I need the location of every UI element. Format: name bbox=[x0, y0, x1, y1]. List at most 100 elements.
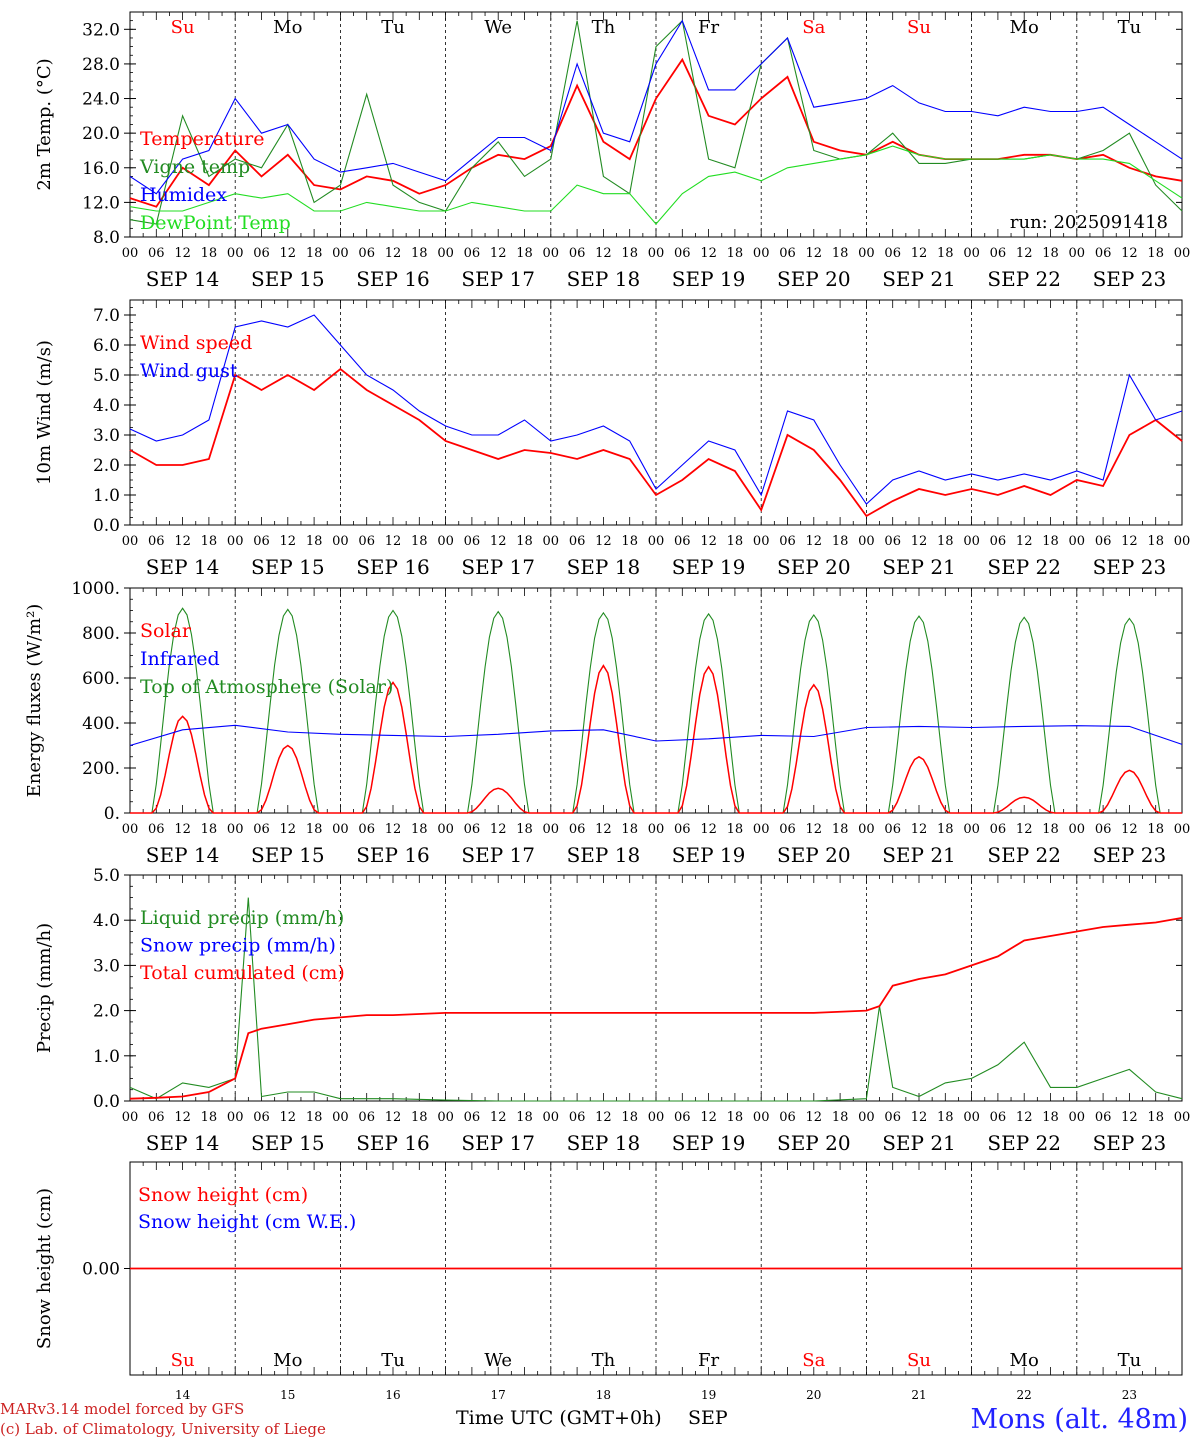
date-label: SEP 18 bbox=[567, 267, 641, 291]
hour-tick-label: 18 bbox=[621, 822, 638, 837]
hour-tick-label: 06 bbox=[779, 822, 796, 837]
hour-tick-label: 18 bbox=[411, 534, 428, 549]
hour-tick-label: 00 bbox=[1174, 534, 1191, 549]
hour-tick-label: 12 bbox=[174, 1110, 191, 1125]
hour-tick-label: 06 bbox=[464, 534, 481, 549]
hour-tick-label: 00 bbox=[437, 534, 454, 549]
hour-tick-label: 06 bbox=[1095, 1110, 1112, 1125]
date-label: SEP 19 bbox=[672, 555, 746, 579]
hour-tick-label: 18 bbox=[1147, 822, 1164, 837]
hour-tick-label: 06 bbox=[990, 534, 1007, 549]
hour-tick-label: 00 bbox=[122, 534, 139, 549]
weekday-label: Tu bbox=[381, 17, 405, 38]
hour-tick-label: 18 bbox=[516, 822, 533, 837]
hour-tick-label: 12 bbox=[700, 534, 717, 549]
y-tick-label: 1.0 bbox=[93, 486, 120, 506]
hour-tick-label: 00 bbox=[332, 246, 349, 261]
hour-tick-label: 18 bbox=[1147, 246, 1164, 261]
hour-tick-label: 12 bbox=[1016, 822, 1033, 837]
hour-tick-label: 00 bbox=[648, 822, 665, 837]
hour-tick-label: 00 bbox=[858, 1110, 875, 1125]
y-tick-label: 800. bbox=[82, 624, 120, 644]
hour-tick-label: 06 bbox=[148, 246, 165, 261]
hour-tick-label: 00 bbox=[858, 246, 875, 261]
hour-tick-label: 06 bbox=[990, 1110, 1007, 1125]
hour-tick-label: 12 bbox=[1121, 822, 1138, 837]
date-label: SEP 17 bbox=[461, 267, 535, 291]
hour-tick-label: 18 bbox=[1042, 822, 1059, 837]
date-label: SEP 16 bbox=[356, 843, 430, 867]
hour-tick-label: 18 bbox=[516, 246, 533, 261]
weekday-label: Sa bbox=[802, 17, 825, 38]
hour-tick-label: 18 bbox=[306, 246, 323, 261]
series-line-humidex bbox=[129, 19, 1183, 195]
date-label: SEP 21 bbox=[882, 555, 956, 579]
hour-tick-label: 12 bbox=[280, 1110, 297, 1125]
hour-tick-label: 06 bbox=[884, 246, 901, 261]
series-line-wind-speed bbox=[129, 367, 1183, 518]
y-tick-label: 3.0 bbox=[93, 956, 120, 976]
weekday-label: Mo bbox=[273, 17, 302, 38]
hour-tick-label: 00 bbox=[437, 822, 454, 837]
hour-tick-label: 18 bbox=[727, 246, 744, 261]
hour-tick-label: 00 bbox=[122, 822, 139, 837]
hour-tick-label: 12 bbox=[806, 1110, 823, 1125]
weekday-label: Mo bbox=[1010, 17, 1039, 38]
hour-tick-label: 00 bbox=[963, 534, 980, 549]
date-label: SEP 18 bbox=[567, 555, 641, 579]
y-tick-label: 0.0 bbox=[93, 516, 120, 536]
series-line-solar bbox=[130, 664, 1182, 814]
hour-tick-label: 00 bbox=[227, 534, 244, 549]
date-label: SEP 22 bbox=[987, 267, 1061, 291]
hour-tick-label: 06 bbox=[464, 822, 481, 837]
hour-tick-label: 12 bbox=[174, 534, 191, 549]
date-label: SEP 14 bbox=[146, 843, 220, 867]
hour-tick-label: 12 bbox=[174, 822, 191, 837]
hour-tick-label: 18 bbox=[516, 1110, 533, 1125]
date-label: SEP 21 bbox=[882, 843, 956, 867]
hour-tick-label: 00 bbox=[963, 246, 980, 261]
hour-tick-label: 06 bbox=[253, 1110, 270, 1125]
hour-tick-label: 18 bbox=[516, 534, 533, 549]
footer-copyright: (c) Lab. of Climatology, University of L… bbox=[0, 1420, 326, 1438]
hour-tick-label: 18 bbox=[306, 534, 323, 549]
y-tick-label: 20.0 bbox=[82, 124, 120, 144]
hour-tick-label: 00 bbox=[1069, 534, 1086, 549]
day-number-label: 22 bbox=[1017, 1388, 1032, 1402]
hour-tick-label: 00 bbox=[332, 822, 349, 837]
date-label: SEP 16 bbox=[356, 555, 430, 579]
hour-tick-label: 18 bbox=[621, 534, 638, 549]
hour-tick-label: 12 bbox=[1016, 534, 1033, 549]
hour-tick-label: 06 bbox=[464, 1110, 481, 1125]
date-label: SEP 15 bbox=[251, 843, 325, 867]
hour-tick-label: 12 bbox=[806, 822, 823, 837]
hour-tick-label: 00 bbox=[1174, 822, 1191, 837]
weekday-label: Th bbox=[592, 1350, 616, 1371]
y-tick-label: 8.0 bbox=[93, 228, 120, 248]
hour-tick-label: 00 bbox=[227, 1110, 244, 1125]
weekday-label: Fr bbox=[698, 17, 719, 38]
hour-tick-label: 06 bbox=[1095, 822, 1112, 837]
hour-tick-label: 00 bbox=[1174, 1110, 1191, 1125]
legend-entry: Wind speed bbox=[140, 332, 252, 354]
weekday-label: We bbox=[484, 17, 512, 38]
hour-tick-label: 00 bbox=[648, 246, 665, 261]
date-label: SEP 16 bbox=[356, 1131, 430, 1155]
hour-tick-label: 18 bbox=[411, 1110, 428, 1125]
y-tick-label: 0.0 bbox=[93, 1092, 120, 1112]
hour-tick-label: 06 bbox=[569, 822, 586, 837]
hour-tick-label: 12 bbox=[1016, 1110, 1033, 1125]
hour-tick-label: 06 bbox=[464, 246, 481, 261]
y-tick-label: 7.0 bbox=[93, 306, 120, 326]
legend-entry: Snow height (cm W.E.) bbox=[138, 1211, 356, 1233]
y-tick-label: 32.0 bbox=[82, 20, 120, 40]
y-tick-label: 28.0 bbox=[82, 55, 120, 75]
y-tick-label: 2.0 bbox=[93, 1002, 120, 1022]
hour-tick-label: 12 bbox=[806, 246, 823, 261]
weekday-label: Mo bbox=[1010, 1350, 1039, 1371]
hour-tick-label: 00 bbox=[122, 246, 139, 261]
hour-tick-label: 06 bbox=[884, 822, 901, 837]
hour-tick-label: 06 bbox=[148, 534, 165, 549]
legend-entry: Top of Atmosphere (Solar) bbox=[140, 676, 393, 698]
